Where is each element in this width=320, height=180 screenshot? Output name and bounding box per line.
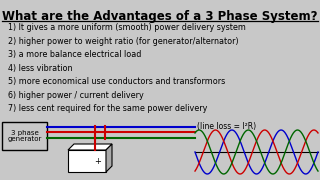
Text: 7) less cent required for the same power delivery: 7) less cent required for the same power… — [8, 104, 207, 113]
Text: 3) a more balance electrical load: 3) a more balance electrical load — [8, 50, 141, 59]
Text: +: + — [95, 156, 101, 165]
Text: 1) It gives a more uniform (smooth) power delivery system: 1) It gives a more uniform (smooth) powe… — [8, 23, 246, 32]
Text: 5) more economical use conductors and transformors: 5) more economical use conductors and tr… — [8, 77, 225, 86]
Polygon shape — [68, 144, 112, 150]
Bar — [2, 122, 47, 150]
Text: 3 phase
generator: 3 phase generator — [7, 129, 42, 143]
Polygon shape — [106, 144, 112, 172]
Text: 4) less vibration: 4) less vibration — [8, 64, 73, 73]
Text: (line loss = I²R): (line loss = I²R) — [197, 122, 256, 131]
Bar — [68, 150, 106, 172]
Text: What are the Advantages of a 3 Phase System?: What are the Advantages of a 3 Phase Sys… — [2, 10, 318, 23]
Text: 6) higher power / current delivery: 6) higher power / current delivery — [8, 91, 144, 100]
Text: 2) higher power to weight ratio (for generator/alternator): 2) higher power to weight ratio (for gen… — [8, 37, 239, 46]
